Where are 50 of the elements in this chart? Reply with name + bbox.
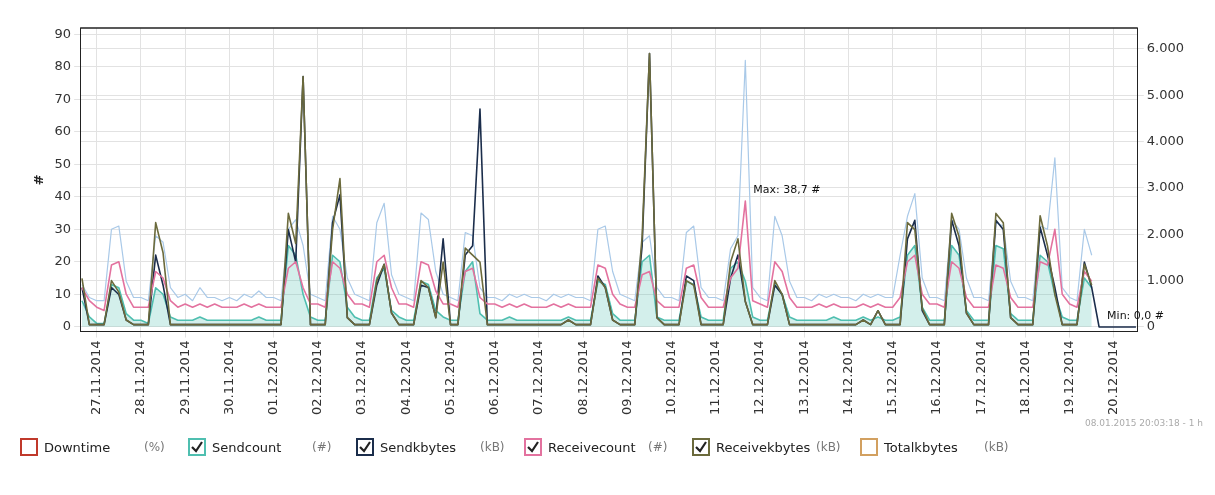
x-tick-label: 05.12.2014 [441,340,457,415]
legend-label: Receivekbytes (kB) [716,439,841,455]
x-tick-label: 17.12.2014 [972,340,988,415]
x-tick-label: 27.11.2014 [88,340,104,415]
x-tick-label: 20.12.2014 [1105,340,1121,415]
y-tick-label: 30 [54,220,72,236]
text: Sendcount (#) [212,439,332,455]
x-tick-label: 02.12.2014 [309,340,325,415]
x-tick-label: 28.11.2014 [132,340,148,415]
x-tick-label: 04.12.2014 [397,340,413,415]
x-tick-label: 06.12.2014 [486,340,502,415]
y2-tick-label: 1.000 [1146,271,1184,287]
text: Sendkbytes (kB) [380,439,505,455]
y-tick-label: 20 [54,253,72,269]
y-tick-label: 70 [54,90,72,106]
x-tick-label: 19.12.2014 [1060,340,1076,415]
y-tick-label: 60 [54,123,72,139]
y2-tick-label: 6.000 [1146,40,1184,56]
y2-tick-label: 2.000 [1146,225,1184,241]
x-tick-label: 07.12.2014 [530,340,546,415]
x-tick-label: 10.12.2014 [662,340,678,415]
y-tick-label: 50 [54,155,72,171]
y-tick-label: 90 [54,25,72,41]
y-tick-label: 10 [54,285,72,301]
text: Downtime (%) [44,439,165,455]
x-tick-label: 13.12.2014 [795,340,811,415]
text: Totalkbytes (kB) [884,439,1009,455]
x-tick-label: 14.12.2014 [839,340,855,415]
x-tick-label: 30.11.2014 [220,340,236,415]
y2-tick-label: 0 [1146,318,1156,334]
y2-tick-label: 4.000 [1146,132,1184,148]
y-tick-label: 0 [62,318,72,334]
y-axis-title: # [31,174,47,186]
legend-label: Receivecount (#) [548,439,668,455]
y-tick-label: 40 [54,188,72,204]
x-tick-label: 18.12.2014 [1016,340,1032,415]
y-tick-label: 80 [54,58,72,74]
x-tick-label: 12.12.2014 [751,340,767,415]
x-tick-label: 01.12.2014 [264,340,280,415]
x-tick-label: 09.12.2014 [618,340,634,415]
y2-tick-label: 3.000 [1146,179,1184,195]
annotation: Max: 38,7 # [753,183,821,197]
x-tick-label: 08.12.2014 [574,340,590,415]
x-tick-label: 29.11.2014 [176,340,192,415]
x-tick-label: 11.12.2014 [707,340,723,415]
text: 08.01.2015 20:03:18 - 1 h [1084,418,1203,428]
x-tick-label: 16.12.2014 [928,340,944,415]
x-tick-label: 15.12.2014 [884,340,900,415]
y2-tick-label: 5.000 [1146,86,1184,102]
x-tick-label: 03.12.2014 [353,340,369,415]
